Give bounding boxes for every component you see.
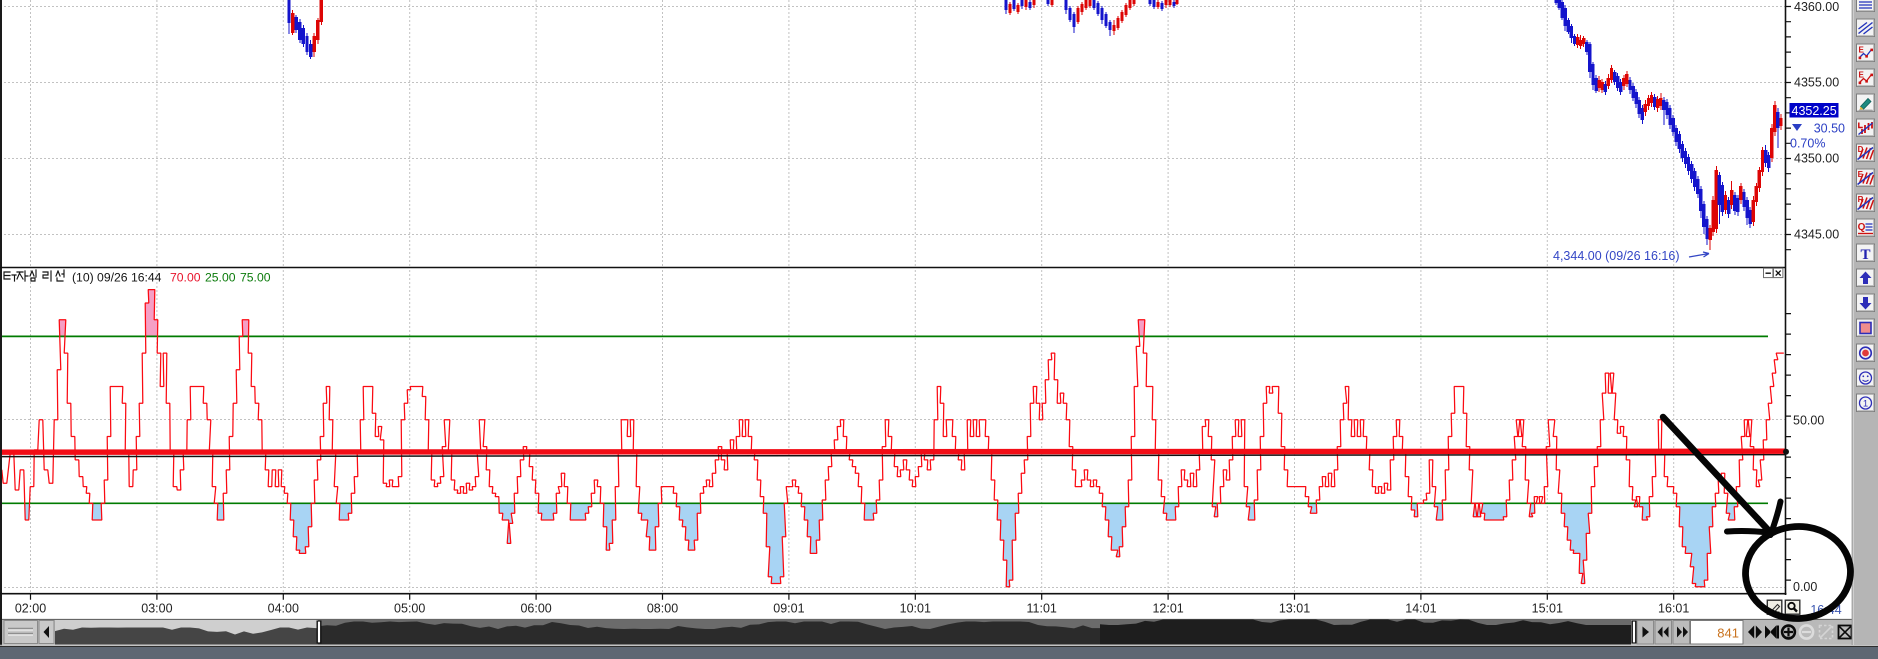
svg-text:09:01: 09:01 [773, 602, 804, 616]
svg-text:E: E [1859, 71, 1865, 80]
svg-text:4345.00: 4345.00 [1794, 227, 1839, 241]
svg-text:12:01: 12:01 [1152, 602, 1183, 616]
svg-text:0.70%: 0.70% [1790, 137, 1825, 151]
svg-text:02:00: 02:00 [15, 602, 46, 616]
svg-text:4360.00: 4360.00 [1794, 0, 1839, 14]
svg-text:E: E [1858, 170, 1864, 179]
svg-text:T: T [1860, 247, 1870, 263]
svg-text:05:00: 05:00 [394, 602, 425, 616]
svg-text:03:00: 03:00 [141, 602, 172, 616]
svg-text:0.00: 0.00 [1793, 580, 1817, 594]
svg-text:11:01: 11:01 [1027, 602, 1057, 616]
svg-text:14:01: 14:01 [1405, 602, 1436, 616]
svg-text:10:01: 10:01 [900, 602, 931, 616]
svg-text:25.00: 25.00 [205, 271, 236, 285]
svg-text:50.00: 50.00 [1793, 413, 1824, 427]
svg-text:4,344.00 (09/26 16:16): 4,344.00 (09/26 16:16) [1553, 249, 1680, 263]
svg-text:15:01: 15:01 [1532, 602, 1563, 616]
svg-text:08:00: 08:00 [647, 602, 678, 616]
svg-text:1: 1 [1863, 399, 1868, 410]
svg-text:16:01: 16:01 [1658, 602, 1689, 616]
svg-text:R: R [1858, 195, 1864, 204]
svg-text:13:01: 13:01 [1279, 602, 1310, 616]
svg-text:Q: Q [1858, 222, 1866, 233]
svg-text:4355.00: 4355.00 [1794, 75, 1839, 89]
svg-text:70.00: 70.00 [170, 271, 201, 285]
svg-text:4350.00: 4350.00 [1794, 151, 1839, 165]
svg-text:4352.25: 4352.25 [1792, 104, 1837, 118]
svg-text:841: 841 [1717, 625, 1739, 640]
svg-text:06:00: 06:00 [520, 602, 551, 616]
svg-text:04:00: 04:00 [268, 602, 299, 616]
svg-text:75.00: 75.00 [240, 271, 271, 285]
svg-text:D: D [1858, 145, 1864, 154]
svg-text:(10) 09/26 16:44: (10) 09/26 16:44 [72, 271, 162, 285]
svg-text:E: E [1859, 46, 1865, 55]
svg-text:30.50: 30.50 [1814, 122, 1845, 136]
